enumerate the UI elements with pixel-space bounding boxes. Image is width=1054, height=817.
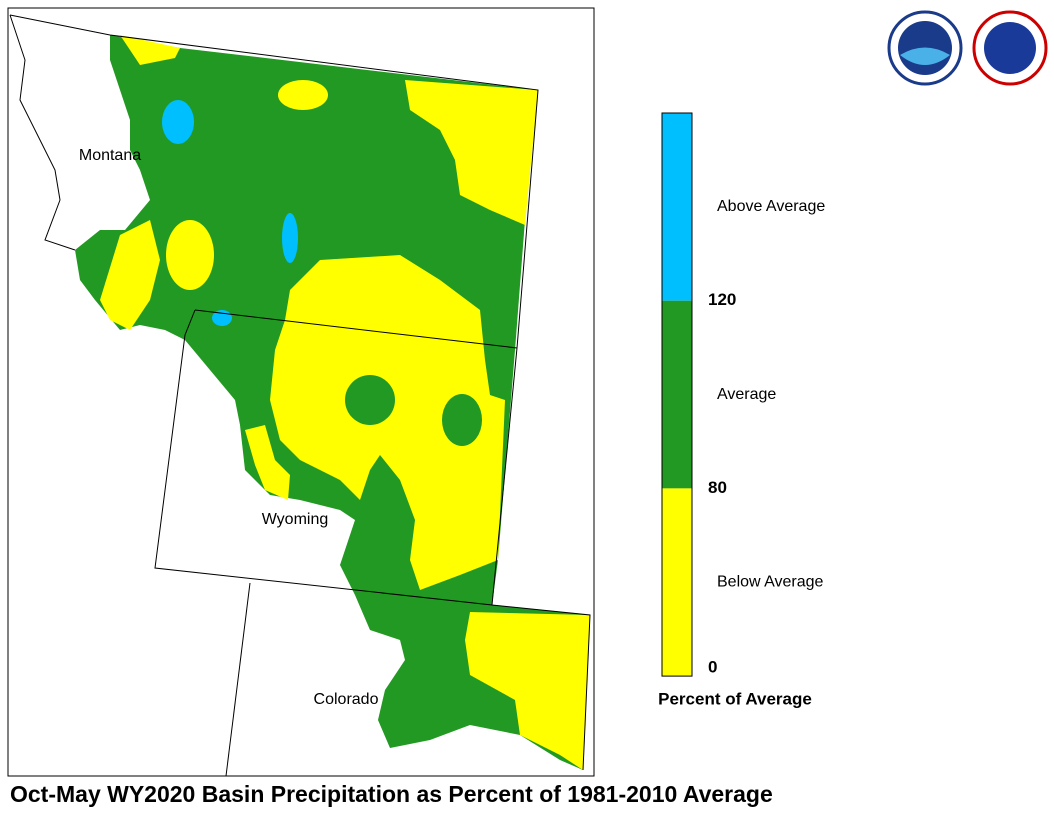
legend-border: [661, 112, 693, 677]
legend-swatch: [662, 300, 692, 489]
below-area: [270, 255, 505, 590]
map: [9, 14, 591, 777]
legend: Above Average Average Below Average 120 80 0: [661, 112, 825, 677]
state-border: [154, 309, 493, 606]
agency-logos: [887, 10, 1048, 86]
state-border: [9, 14, 76, 251]
below-area: [120, 35, 180, 65]
legend-title: Percent of Average: [658, 689, 812, 708]
state-border: [225, 582, 251, 777]
legend-swatch: [662, 488, 692, 677]
legend-swatch: [662, 113, 692, 301]
below-area: [166, 220, 214, 290]
below-area: [278, 80, 328, 110]
nws-logo-inner: [984, 22, 1036, 74]
below-area: [100, 220, 160, 330]
legend-label: Above Average: [717, 198, 825, 215]
below-area: [245, 425, 290, 500]
noaa-logo-wave: [900, 47, 950, 65]
state-label: Colorado: [314, 691, 379, 708]
legend-tick: 120: [708, 290, 736, 309]
legend-tick: 80: [708, 478, 727, 497]
state-border: [194, 309, 518, 349]
legend-label: Below Average: [717, 573, 824, 590]
average-area: [345, 375, 395, 425]
above-area: [282, 213, 298, 263]
below-area: [405, 80, 538, 225]
legend-tick: 0: [708, 658, 717, 677]
state-label: Montana: [79, 147, 141, 164]
above-area: [162, 100, 194, 144]
below-area: [465, 612, 590, 770]
legend-label: Average: [717, 386, 776, 403]
average-area: [442, 394, 482, 446]
state-label: Wyoming: [262, 511, 329, 528]
map-title: Oct-May WY2020 Basin Precipitation as Pe…: [10, 781, 773, 807]
